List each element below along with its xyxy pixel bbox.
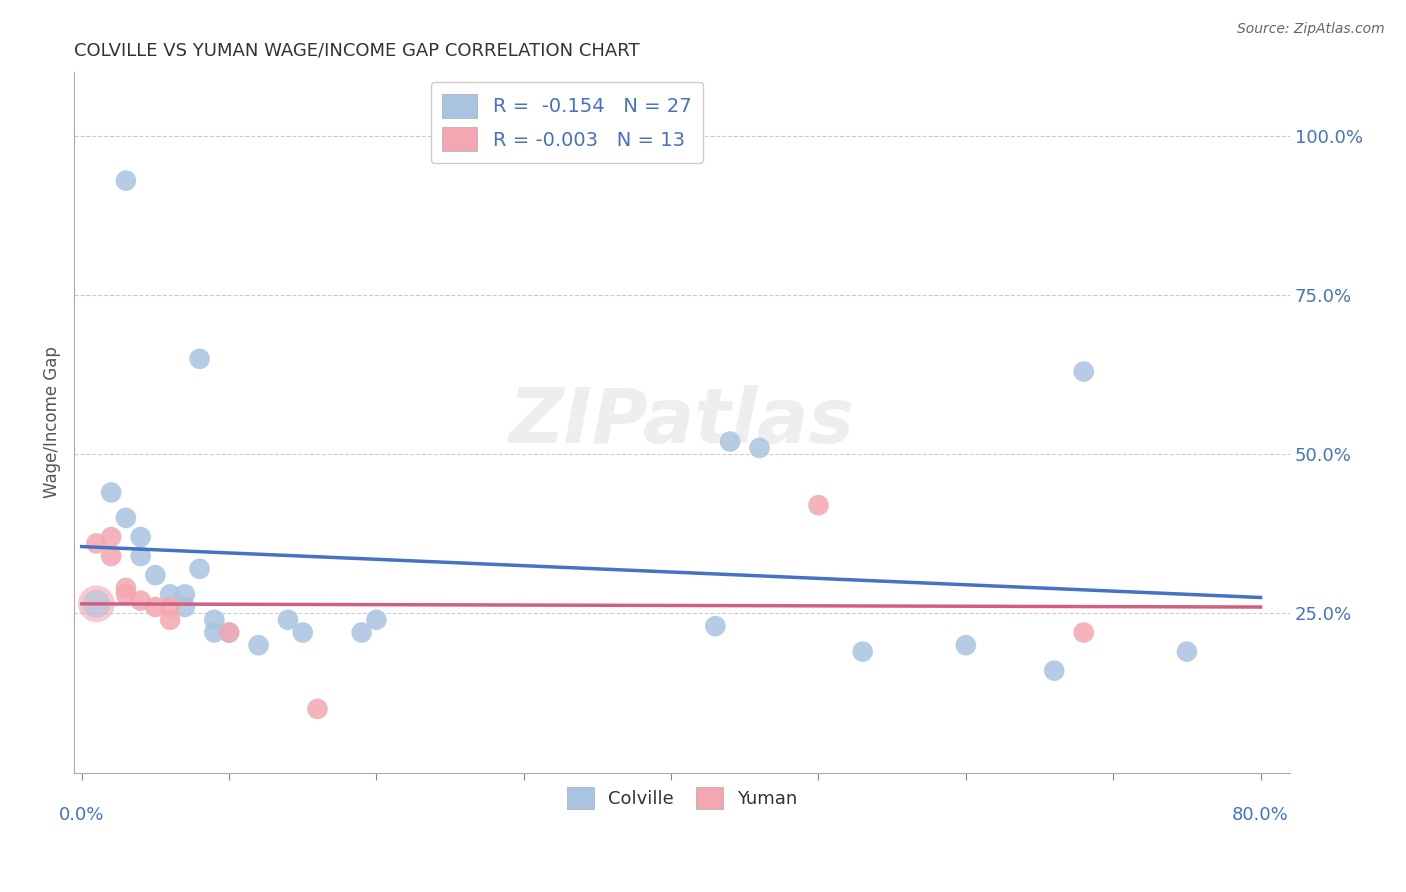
Point [807,498,830,512]
Point [852,644,875,658]
Point [718,434,741,449]
Point [86,597,108,611]
Point [704,619,727,633]
Point [188,351,211,366]
Legend: Colville, Yuman: Colville, Yuman [560,780,804,816]
Point [291,625,314,640]
Point [1043,664,1066,678]
Point [129,549,152,563]
Point [218,625,240,640]
Point [159,600,181,615]
Point [277,613,299,627]
Point [1073,365,1095,379]
Point [247,638,270,652]
Point [129,593,152,607]
Point [100,549,122,563]
Point [115,581,138,595]
Point [159,613,181,627]
Text: Source: ZipAtlas.com: Source: ZipAtlas.com [1237,22,1385,37]
Point [115,173,138,187]
Text: COLVILLE VS YUMAN WAGE/INCOME GAP CORRELATION CHART: COLVILLE VS YUMAN WAGE/INCOME GAP CORREL… [75,42,640,60]
Point [173,600,195,615]
Point [1073,625,1095,640]
Text: 80.0%: 80.0% [1232,806,1289,824]
Point [115,587,138,601]
Text: 0.0%: 0.0% [59,806,104,824]
Point [748,441,770,455]
Point [86,536,108,550]
Point [143,568,166,582]
Text: ZIPatlas: ZIPatlas [509,385,855,459]
Point [159,587,181,601]
Point [143,600,166,615]
Point [173,587,195,601]
Point [115,511,138,525]
Y-axis label: Wage/Income Gap: Wage/Income Gap [44,346,60,499]
Point [188,562,211,576]
Point [129,530,152,544]
Point [1175,644,1198,658]
Point [100,530,122,544]
Point [86,597,108,611]
Point [350,625,373,640]
Point [202,625,225,640]
Point [100,485,122,500]
Point [202,613,225,627]
Point [366,613,388,627]
Point [307,702,329,716]
Point [955,638,977,652]
Point [218,625,240,640]
